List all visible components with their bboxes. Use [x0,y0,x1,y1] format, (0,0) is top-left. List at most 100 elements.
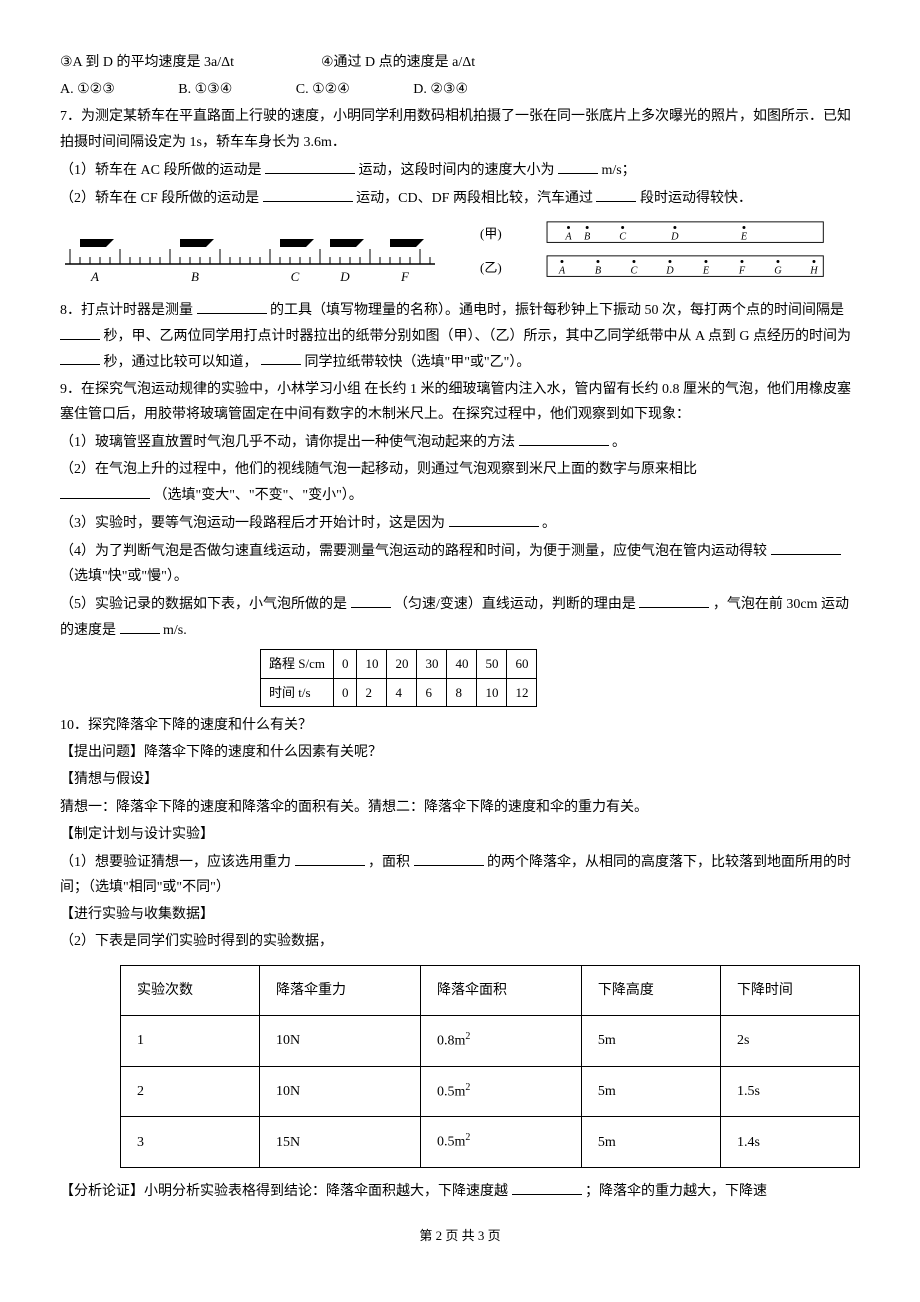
cell: 4 [387,678,417,706]
svg-text:A: A [90,269,99,284]
cell: 2 [121,1066,260,1117]
q9-table: 路程 S/cm 0 10 20 30 40 50 60 时间 t/s 0 2 4… [260,649,537,707]
q-pre-statements: ③A 到 D 的平均速度是 3a/Δt ④通过 D 点的速度是 a/Δt [60,50,860,75]
svg-text:B: B [191,269,199,284]
svg-text:B: B [595,265,602,276]
svg-text:H: H [809,265,818,276]
blank [771,538,841,555]
q7-stem: 7．为测定某轿车在平直路面上行驶的速度，小明同学利用数码相机拍摄了一张在同一张底… [60,104,860,154]
q10-analyze-a: 【分析论证】小明分析实验表格得到结论：降落伞面积越大，下降速度越 [60,1184,508,1199]
blank [60,482,150,499]
blank [263,185,353,202]
cell: 10 [477,678,507,706]
table-header-row: 实验次数 降落伞重力 降落伞面积 下降高度 下降时间 [121,965,860,1015]
cell: 10N [260,1066,421,1117]
q7-p1c: m/s； [601,163,635,178]
cell: 30 [417,650,447,678]
q9-p2b: （选填"变大"、"不变"、"变小"）。 [154,488,363,503]
svg-text:C: C [291,269,300,284]
ruler-diagram: ABCDF [60,219,440,289]
stmt4: ④通过 D 点的速度是 a/Δt [321,55,475,70]
q7-part1: （1）轿车在 AC 段所做的运动是 运动，这段时间内的速度大小为 m/s； [60,157,860,183]
q10-data-intro: （2）下表是同学们实验时得到的实验数据， [60,929,860,954]
q8-p5: 同学拉纸带较快（选填"甲"或"乙"）。 [305,354,531,369]
q10-table: 实验次数 降落伞重力 降落伞面积 下降高度 下降时间 1 10N 0.8m2 5… [120,965,860,1169]
q9-p1: （1）玻璃管竖直放置时气泡几乎不动，请你提出一种使气泡动起来的方法 。 [60,429,860,455]
svg-text:B: B [584,231,591,242]
q9-p3a: （3）实验时，要等气泡运动一段路程后才开始计时，这是因为 [60,516,445,531]
svg-text:C: C [630,265,637,276]
cell: 15N [260,1117,421,1168]
blank [197,297,267,314]
cell: 10N [260,1015,421,1066]
cell: 40 [447,650,477,678]
cell: 60 [507,650,537,678]
q10-hypo1: 猜想一：降落伞下降的速度和降落伞的面积有关。猜想二：降落伞下降的速度和伞的重力有… [60,795,860,820]
table-row: 时间 t/s 0 2 4 6 8 10 12 [261,678,537,706]
svg-text:E: E [702,265,710,276]
cell: 5m [581,1066,720,1117]
cell: 3 [121,1117,260,1168]
tape-yi: (乙) ABCDEFGH [480,254,860,282]
yi-label: (乙) [480,256,502,279]
q9-p3b: 。 [542,516,556,531]
q9-p4: （4）为了判断气泡是否做匀速直线运动，需要测量气泡运动的路程和时间，为便于测量，… [60,538,860,589]
tape-jia: (甲) ABCDE [480,220,860,248]
cell: 8 [447,678,477,706]
cell: 6 [417,678,447,706]
cell: 10 [357,650,387,678]
q8-p2: 的工具（填写物理量的名称）。通电时，振针每秒钟上下振动 50 次，每打两个点的时… [270,303,844,318]
q7-p1a: （1）轿车在 AC 段所做的运动是 [60,163,261,178]
q10-hypo-head: 【猜想与假设】 [60,767,860,792]
q10-plan1a: （1）想要验证猜想一，应该选用重力 [60,855,291,870]
page-footer: 第 2 页 共 3 页 [60,1224,860,1247]
blank [351,591,391,608]
q9-p5: （5）实验记录的数据如下表，小气泡所做的是 （匀速/变速）直线运动，判断的理由是… [60,591,860,643]
blank [295,849,365,866]
optB: B. ①③④ [178,77,232,102]
cell: 50 [477,650,507,678]
table-row: 1 10N 0.8m2 5m 2s [121,1015,860,1066]
blank [558,157,598,174]
q9-p4a: （4）为了判断气泡是否做匀速直线运动，需要测量气泡运动的路程和时间，为便于测量，… [60,544,767,559]
q10-raise: 【提出问题】降落伞下降的速度和什么因素有关呢？ [60,740,860,765]
svg-text:F: F [400,269,410,284]
q9-p1b: 。 [612,435,626,450]
stmt3: ③A 到 D 的平均速度是 3a/Δt [60,55,234,70]
q10-plan1: （1）想要验证猜想一，应该选用重力 ，面积 的两个降落伞，从相同的高度落下，比较… [60,849,860,900]
q10-data-head: 【进行实验与收集数据】 [60,902,860,927]
q8-p4: 秒，通过比较可以知道， [104,354,258,369]
jia-label: (甲) [480,222,502,245]
cell: 2s [720,1015,859,1066]
th: 下降时间 [720,965,859,1015]
q7-p2b: 运动，CD、DF 两段相比较，汽车通过 [356,191,593,206]
q7-part2: （2）轿车在 CF 段所做的运动是 运动，CD、DF 两段相比较，汽车通过 段时… [60,185,860,211]
q9-p2: （2）在气泡上升的过程中，他们的视线随气泡一起移动，则通过气泡观察到米尺上面的数… [60,457,860,508]
optD: D. ②③④ [413,77,468,102]
q9-p5b: （匀速/变速）直线运动，判断的理由是 [394,597,636,612]
cell: 5m [581,1015,720,1066]
blank [449,510,539,527]
tape-diagrams: (甲) ABCDE (乙) ABCDEFGH [480,220,860,288]
svg-text:F: F [738,265,746,276]
table-row: 2 10N 0.5m2 5m 1.5s [121,1066,860,1117]
q10-stem: 10．探究降落伞下降的速度和什么有关？ [60,713,860,738]
row-label: 时间 t/s [261,678,334,706]
q7-diagrams: ABCDF (甲) ABCDE (乙) ABCDEFGH [60,219,860,289]
blank [639,591,709,608]
cell: 0.5m2 [420,1117,581,1168]
blank [265,157,355,174]
blank [60,349,100,366]
svg-text:C: C [619,231,626,242]
cell: 5m [581,1117,720,1168]
svg-text:D: D [670,231,679,242]
table-row: 路程 S/cm 0 10 20 30 40 50 60 [261,650,537,678]
svg-text:A: A [558,265,566,276]
blank [414,849,484,866]
q7-p2c: 段时运动得较快． [640,191,752,206]
q7-p1b: 运动，这段时间内的速度大小为 [358,163,554,178]
q10-analyze-b: ；降落伞的重力越大，下降速 [585,1184,767,1199]
svg-text:D: D [665,265,674,276]
q9-p4b: （选填"快"或"慢"）。 [60,569,188,584]
svg-text:E: E [740,231,748,242]
